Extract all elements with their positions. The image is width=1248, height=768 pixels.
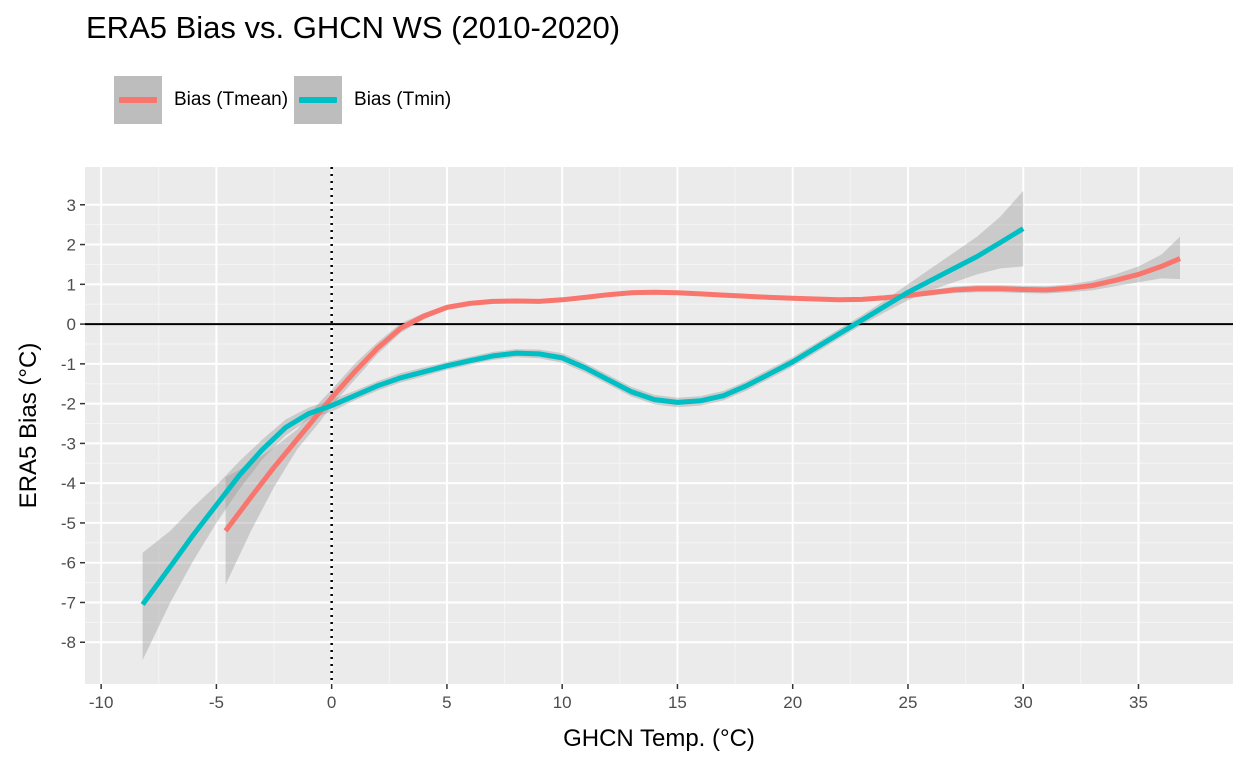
x-tick-label: -10 bbox=[89, 693, 114, 712]
legend: Bias (Tmean) Bias (Tmin) bbox=[114, 76, 457, 124]
x-tick-label: 25 bbox=[899, 693, 918, 712]
y-tick-label: 3 bbox=[67, 196, 76, 215]
x-axis-title: GHCN Temp. (°C) bbox=[563, 725, 755, 752]
x-tick-label: 5 bbox=[442, 693, 451, 712]
legend-label-tmin: Bias (Tmin) bbox=[354, 89, 452, 110]
plot-panel bbox=[85, 167, 1233, 684]
series-line-tmean bbox=[223, 256, 1181, 533]
y-tick-label: 0 bbox=[67, 315, 76, 334]
x-tick-label: 20 bbox=[783, 693, 802, 712]
x-tick-label: -5 bbox=[209, 693, 224, 712]
y-tick-label: -7 bbox=[61, 593, 76, 612]
x-tick-label: 0 bbox=[327, 693, 336, 712]
legend-key-tmin bbox=[294, 76, 343, 124]
y-tick-label: -2 bbox=[61, 395, 76, 414]
x-tick-label: 10 bbox=[553, 693, 572, 712]
x-tick-label: 35 bbox=[1129, 693, 1148, 712]
legend-line-tmean bbox=[119, 97, 157, 103]
y-tick-label: -1 bbox=[61, 355, 76, 374]
series-line-tmin bbox=[140, 226, 1025, 606]
y-tick-label: -4 bbox=[61, 474, 76, 493]
legend-line-tmin bbox=[299, 97, 338, 103]
y-tick-label: -6 bbox=[61, 554, 76, 573]
y-axis-title: ERA5 Bias (°C) bbox=[15, 343, 42, 509]
chart-title: ERA5 Bias vs. GHCN WS (2010-2020) bbox=[86, 10, 621, 45]
legend-item-tmin: Bias (Tmin) bbox=[294, 76, 451, 124]
y-tick-label: 1 bbox=[67, 275, 76, 294]
legend-label-tmean: Bias (Tmean) bbox=[174, 89, 289, 110]
legend-key-tmean bbox=[114, 76, 162, 124]
y-tick-label: 2 bbox=[67, 236, 76, 255]
y-tick-label: -5 bbox=[61, 514, 76, 533]
y-tick-label: -3 bbox=[61, 434, 76, 453]
legend-item-tmean: Bias (Tmean) bbox=[114, 76, 288, 124]
x-tick-label: 30 bbox=[1014, 693, 1033, 712]
x-tick-label: 15 bbox=[668, 693, 687, 712]
y-tick-label: -8 bbox=[61, 633, 76, 652]
